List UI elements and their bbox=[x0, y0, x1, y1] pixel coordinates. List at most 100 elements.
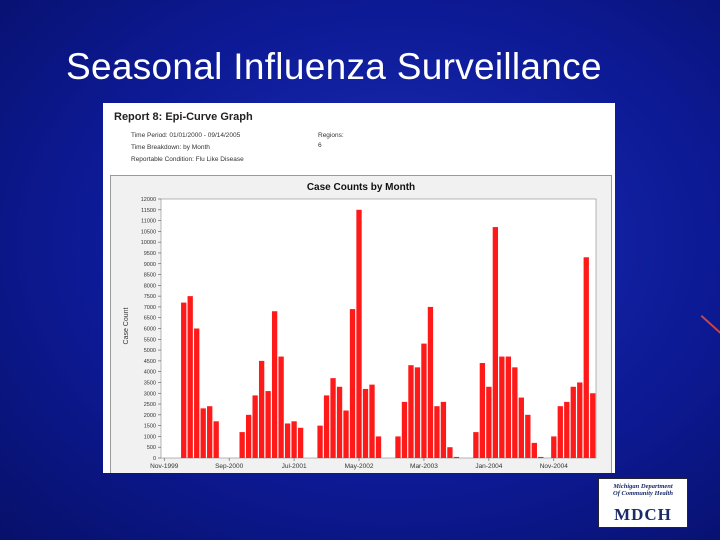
bar-13 bbox=[245, 414, 252, 458]
bar-60 bbox=[551, 436, 557, 458]
bar-64 bbox=[577, 382, 583, 458]
slide-title: Seasonal Influenza Surveillance bbox=[66, 46, 602, 87]
plot-background bbox=[160, 198, 597, 459]
bar-24 bbox=[317, 425, 323, 459]
bar-63 bbox=[570, 386, 576, 458]
y-tick-label: 4000 bbox=[144, 370, 156, 376]
y-tick-label: 1500 bbox=[144, 424, 156, 430]
report-panel: Report 8: Epi-Curve Graph Time Period: 0… bbox=[103, 103, 615, 473]
y-tick-label: 2500 bbox=[144, 402, 156, 408]
bar-36 bbox=[395, 436, 401, 458]
y-tick-label: 8000 bbox=[144, 283, 156, 289]
epi-curve-chart: Case Counts by Month Case Count 0 500 1000… bbox=[123, 182, 597, 470]
bar-62 bbox=[564, 401, 570, 458]
y-tick-label: 2000 bbox=[144, 413, 156, 419]
y-axis-label: Case Count bbox=[123, 307, 130, 344]
bar-45 bbox=[453, 456, 460, 458]
reportable-condition-text: Reportable Condition: Flu Like Disease bbox=[131, 156, 244, 163]
y-tick-label: 12000 bbox=[141, 197, 156, 203]
y-tick-label: 0 bbox=[153, 456, 156, 462]
y-tick-label: 10500 bbox=[141, 229, 156, 235]
bar-50 bbox=[486, 386, 492, 458]
y-tick-label: 500 bbox=[147, 445, 156, 451]
x-tick-label: May-2002 bbox=[345, 463, 374, 470]
bar-28 bbox=[343, 410, 349, 458]
bar-58 bbox=[538, 456, 544, 458]
report-heading: Report 8: Epi-Curve Graph bbox=[114, 111, 253, 123]
bar-33 bbox=[375, 436, 382, 458]
bar-41 bbox=[427, 306, 434, 458]
logo-line-1: Michigan Department bbox=[613, 483, 673, 490]
bar-18 bbox=[278, 356, 284, 458]
bar-12 bbox=[239, 432, 245, 458]
y-tick-label: 9000 bbox=[144, 262, 156, 268]
time-period-text: Time Period: 01/01/2000 - 09/14/2005 bbox=[131, 132, 241, 139]
bar-6 bbox=[200, 408, 206, 458]
bar-5 bbox=[194, 328, 200, 458]
bar-25 bbox=[323, 395, 330, 458]
y-tick-label: 3500 bbox=[144, 380, 156, 386]
y-tick-label: 8500 bbox=[144, 273, 156, 279]
bar-30 bbox=[356, 209, 362, 458]
bar-19 bbox=[284, 423, 291, 458]
bar-52 bbox=[499, 356, 505, 458]
bar-31 bbox=[362, 388, 369, 458]
y-tick-label: 5500 bbox=[144, 337, 156, 343]
y-tick-label: 10000 bbox=[141, 240, 156, 246]
mdch-logo: Michigan Department Of Community Health … bbox=[598, 478, 688, 528]
chart-frame: Case Counts by Month Case Count 0 500 1000… bbox=[110, 175, 612, 473]
time-breakdown-text: Time Breakdown: by Month bbox=[131, 144, 210, 151]
bar-66 bbox=[590, 393, 596, 458]
bar-42 bbox=[434, 406, 440, 458]
bar-54 bbox=[512, 367, 518, 458]
bar-29 bbox=[349, 309, 356, 458]
bar-51 bbox=[492, 227, 499, 458]
bar-56 bbox=[525, 414, 531, 458]
logo-mark: MDCH bbox=[614, 505, 672, 524]
y-tick-label: 7000 bbox=[144, 305, 156, 311]
bar-61 bbox=[557, 406, 563, 458]
y-tick-label: 11500 bbox=[141, 208, 156, 214]
bar-38 bbox=[408, 365, 414, 458]
bar-57 bbox=[531, 442, 537, 458]
y-tick-label: 3000 bbox=[144, 391, 156, 397]
bar-15 bbox=[258, 360, 265, 459]
regions-value: 6 bbox=[318, 142, 322, 149]
x-tick-label: Nov-2004 bbox=[540, 463, 569, 470]
x-tick-label: Jul-2001 bbox=[282, 463, 307, 470]
bar-26 bbox=[330, 378, 336, 458]
bar-14 bbox=[252, 395, 258, 458]
y-tick-label: 1000 bbox=[144, 434, 156, 440]
x-tick-label: Nov-1999 bbox=[150, 463, 179, 470]
bar-65 bbox=[583, 257, 589, 458]
y-tick-label: 4500 bbox=[144, 359, 156, 365]
bar-48 bbox=[473, 432, 479, 458]
bar-17 bbox=[271, 311, 278, 458]
bar-7 bbox=[207, 406, 213, 458]
bar-53 bbox=[505, 356, 512, 458]
x-tick-label: Jan-2004 bbox=[475, 463, 502, 470]
decorative-line bbox=[700, 315, 720, 337]
x-tick-label: Mar-2003 bbox=[410, 463, 438, 470]
y-tick-label: 6500 bbox=[144, 316, 156, 322]
plot-area: 0 500 1000 1500 2000 2500 3000 3500 4000 4500 5000… bbox=[141, 197, 597, 470]
bar-43 bbox=[440, 401, 447, 458]
bar-27 bbox=[336, 386, 343, 458]
bar-55 bbox=[518, 397, 524, 458]
bar-49 bbox=[479, 363, 486, 458]
y-tick-label: 7500 bbox=[144, 294, 156, 300]
bar-21 bbox=[297, 427, 304, 458]
regions-label: Regions: bbox=[318, 132, 344, 139]
bar-8 bbox=[213, 421, 219, 458]
bar-32 bbox=[369, 384, 375, 458]
y-tick-label: 9500 bbox=[144, 251, 156, 257]
bar-4 bbox=[187, 296, 193, 459]
y-tick-label: 11000 bbox=[141, 219, 156, 225]
bar-3 bbox=[181, 302, 187, 458]
bar-37 bbox=[401, 401, 408, 458]
bar-39 bbox=[414, 367, 421, 458]
bar-20 bbox=[291, 421, 297, 458]
y-tick-label: 6000 bbox=[144, 327, 156, 333]
y-tick-label: 5000 bbox=[144, 348, 156, 354]
bar-44 bbox=[447, 447, 453, 458]
